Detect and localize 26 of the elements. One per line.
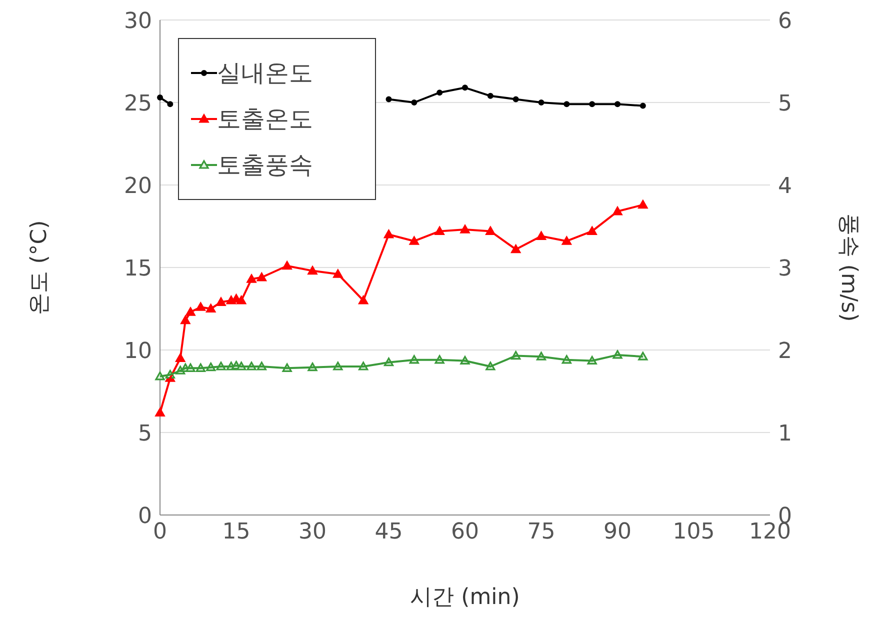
x-axis-title: 시간 (min) xyxy=(410,585,520,610)
x-tick-label: 105 xyxy=(672,520,715,545)
x-tick-label: 30 xyxy=(298,520,326,545)
y-tick-label: 20 xyxy=(124,174,152,199)
y2-tick-label: 6 xyxy=(778,8,792,34)
y2-axis-title: 풍속 (m/s) xyxy=(836,213,862,322)
legend-label: 실내온도 xyxy=(217,58,313,89)
y2-tick-label: 2 xyxy=(778,338,792,364)
y-tick-label: 10 xyxy=(124,338,152,364)
legend-label: 토출온도 xyxy=(217,104,313,135)
y2-tick-label: 4 xyxy=(778,174,792,199)
y-tick-label: 25 xyxy=(124,91,152,116)
y2-tick-label: 5 xyxy=(778,91,792,116)
y2-tick-label: 3 xyxy=(778,256,792,282)
x-tick-label: 15 xyxy=(222,520,250,545)
x-tick-label: 90 xyxy=(604,520,632,545)
y-tick-label: 5 xyxy=(138,421,152,446)
y-tick-label: 30 xyxy=(124,8,152,34)
x-tick-label: 75 xyxy=(527,520,556,545)
x-tick-label: 60 xyxy=(451,520,479,545)
x-tick-label: 45 xyxy=(374,520,403,545)
y2-tick-label: 1 xyxy=(778,421,792,446)
y-axis-title: 온도 (°C) xyxy=(26,220,52,315)
legend-label: 토출풍속 xyxy=(217,150,313,181)
y-tick-label: 15 xyxy=(124,256,152,282)
y-tick-label: 0 xyxy=(138,504,152,529)
